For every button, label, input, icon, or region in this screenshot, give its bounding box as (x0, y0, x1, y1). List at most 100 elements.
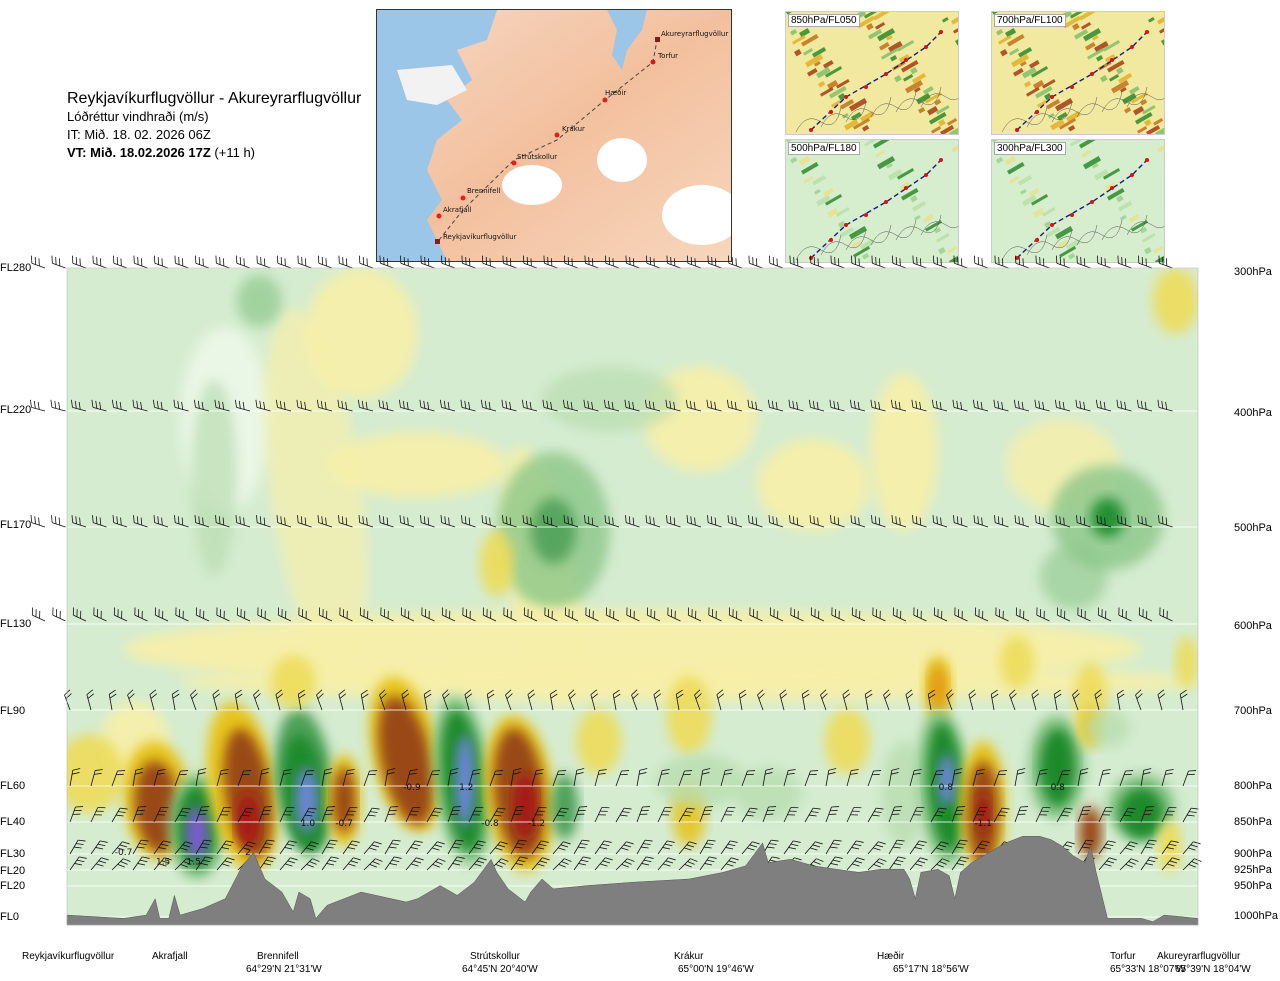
level-map-wind-streak (864, 140, 878, 147)
wind-barb (788, 399, 804, 412)
wind-barb (1117, 515, 1132, 528)
level-map-wind-streak (931, 126, 942, 134)
level-map-wind-streak (1161, 35, 1164, 46)
wind-barb (1014, 768, 1026, 787)
wind-barb (510, 839, 527, 855)
chart-header: Reykjavíkurflugvöllur - Akureyrarflugvöl… (67, 90, 361, 162)
wind-barb (401, 689, 410, 711)
wind-barb (29, 399, 46, 412)
level-map-waypoint (809, 256, 813, 260)
wind-barb (573, 768, 585, 787)
hpa-label: 700hPa (1234, 705, 1272, 717)
wind-barb (426, 858, 446, 871)
wind-barb (1056, 807, 1073, 823)
coastline (1076, 91, 1123, 118)
level-map-wind-streak (868, 29, 883, 40)
wind-barb (216, 840, 234, 855)
wind-barb (439, 399, 456, 412)
velocity-contour (655, 754, 746, 807)
wind-barb (384, 806, 399, 823)
level-map-wind-streak (1024, 81, 1032, 88)
wind-barbs (29, 255, 1202, 871)
level-map-wind-streak (786, 12, 793, 15)
wind-barb (636, 856, 654, 871)
wind-barb (892, 607, 907, 622)
wind-barb (31, 607, 46, 622)
level-map-wind-streak (1155, 124, 1164, 134)
wind-barb (175, 607, 189, 622)
wind-barb (810, 607, 825, 622)
level-map-waypoint (1070, 85, 1074, 89)
wind-barb (1140, 806, 1155, 823)
level-map-waypoint (1110, 186, 1114, 190)
level-map-wind-streak (998, 35, 1012, 45)
wind-barb (113, 607, 128, 622)
wind-barb (1136, 399, 1153, 412)
level-map-wind-streak (1068, 124, 1076, 132)
wind-barb (30, 515, 46, 528)
wind-barb (820, 689, 828, 711)
waypoint-torfur-marker (650, 59, 656, 65)
level-map-wind-streak (1059, 118, 1077, 130)
wind-barb (888, 806, 903, 823)
wind-barb (174, 858, 194, 871)
wind-barb (665, 399, 681, 412)
wind-barb (644, 399, 661, 412)
level-map-wind-streak (1085, 42, 1096, 51)
wind-barb (195, 856, 213, 871)
glacier-vatnajokull (662, 185, 731, 245)
wind-barb (911, 399, 927, 412)
wind-barb (552, 770, 567, 787)
wind-barb (1119, 770, 1134, 787)
wind-barb (132, 399, 148, 412)
wind-barb (111, 807, 128, 823)
wind-barb (726, 399, 743, 412)
level-map-wind-streak (1055, 225, 1074, 240)
wind-barb (972, 399, 989, 412)
wind-barb (842, 689, 851, 711)
wind-barb (505, 689, 513, 711)
wind-barb (809, 515, 825, 528)
wind-barb (171, 689, 180, 711)
level-map-waypoint (939, 158, 943, 162)
level-map-waypoint (829, 238, 833, 242)
wind-barb (502, 255, 517, 269)
level-map-wind-streak (901, 188, 919, 201)
coastline (920, 221, 958, 236)
level-map-wind-streak (844, 119, 859, 131)
level-map-wind-streak (1092, 163, 1099, 169)
level-map-wind-streak (1103, 40, 1121, 52)
wind-barb (1182, 807, 1199, 823)
contour-value-label: -0.7 (115, 848, 133, 858)
wind-barb (603, 399, 620, 412)
wind-barb (846, 840, 864, 855)
wind-barb (972, 807, 988, 823)
wind-barb (783, 840, 801, 855)
velocity-contour (304, 268, 418, 400)
wind-barb (1119, 858, 1139, 871)
wind-barb (111, 770, 126, 787)
level-map-wind-streak (812, 175, 827, 186)
level-map-wind-streak (1022, 67, 1037, 79)
wind-barb (52, 607, 66, 622)
velocity-contour (1118, 787, 1165, 840)
wind-barb (890, 399, 907, 412)
velocity-contour (1152, 268, 1198, 334)
wind-barb (482, 607, 497, 622)
level-map-wind-streak (1153, 118, 1164, 126)
velocity-contour (236, 793, 260, 847)
wind-barb (1116, 399, 1132, 412)
wind-barb (318, 607, 333, 622)
wind-barb (549, 689, 558, 711)
wind-barb (363, 841, 382, 855)
wind-barb (867, 770, 882, 787)
wind-barb (767, 399, 784, 412)
level-map-wind-streak (849, 98, 868, 112)
level-map-wind-streak (992, 140, 999, 143)
contour-value-label: -1.2 (528, 819, 546, 829)
wind-barb (830, 255, 845, 269)
wind-barb (1161, 840, 1179, 855)
wind-barb (626, 607, 640, 622)
wind-barb (909, 857, 928, 871)
wind-barb (1056, 607, 1071, 622)
